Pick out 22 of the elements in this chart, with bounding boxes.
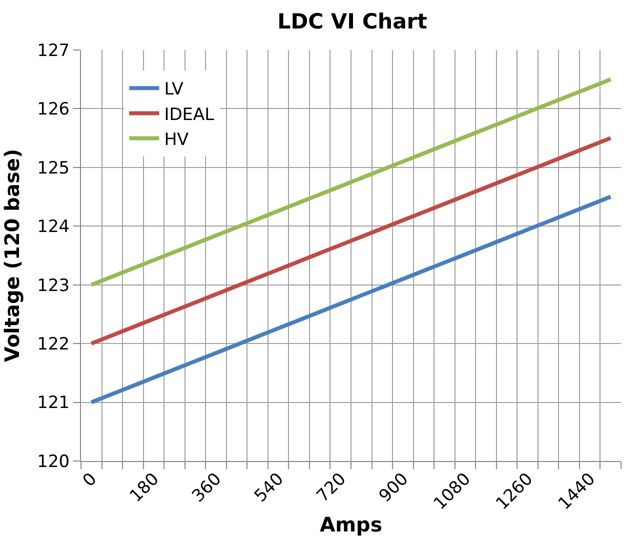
x-tick-label: 900 <box>375 469 412 506</box>
y-tick-label: 123 <box>37 276 70 296</box>
legend-label: LV <box>164 80 184 100</box>
chart-title: LDC VI Chart <box>277 10 428 34</box>
y-axis-title: Voltage (120 base) <box>0 148 24 362</box>
x-tick-label: 540 <box>250 469 288 506</box>
x-tick-label: 0 <box>79 469 101 492</box>
y-tick-label: 120 <box>37 452 70 472</box>
y-tick-label: 121 <box>37 393 70 414</box>
x-tick-label: 720 <box>313 469 350 506</box>
y-tick-label: 125 <box>37 158 70 178</box>
y-tick-label: 122 <box>37 334 70 355</box>
x-axis-title: Amps <box>320 512 382 537</box>
y-tick-label: 127 <box>37 40 70 61</box>
x-tick-label: 360 <box>188 469 226 506</box>
line-series <box>89 77 613 287</box>
legend-label: HV <box>164 130 189 150</box>
y-tick-label: 126 <box>37 100 70 120</box>
legend-label: IDEAL <box>164 104 215 125</box>
y-tick-label: 124 <box>37 217 70 238</box>
x-tick-label: 180 <box>126 469 164 506</box>
line-series <box>89 194 613 404</box>
